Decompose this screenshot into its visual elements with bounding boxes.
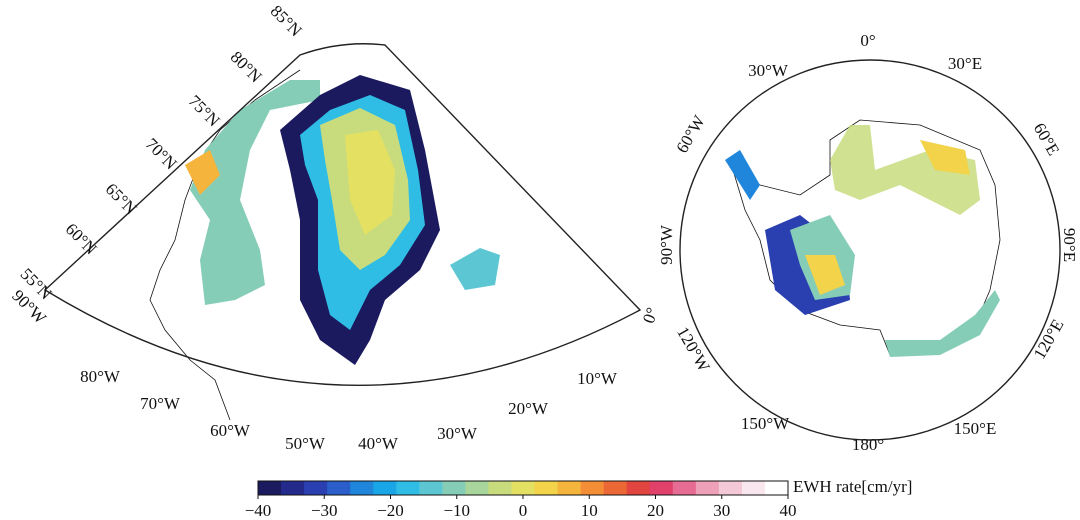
colorbar-segment bbox=[419, 481, 443, 495]
colorbar-segment bbox=[672, 481, 697, 495]
coastline bbox=[149, 69, 301, 421]
colorbar-segment bbox=[764, 481, 789, 495]
colorbar-segment bbox=[603, 481, 628, 495]
graticule-labels: 85°N80°N75°N70°N65°N60°N55°N90°W80°W70°W… bbox=[8, 1, 1079, 454]
lat-label: 70°N bbox=[142, 134, 181, 173]
colorbar-segment bbox=[465, 481, 489, 495]
lat-label: 65°N bbox=[102, 179, 141, 218]
lon-label: 30°E bbox=[948, 54, 982, 73]
greenland-core bbox=[345, 130, 395, 235]
colorbar-label: EWH rate[cm/yr] bbox=[793, 477, 912, 496]
lon-label: 90°W bbox=[657, 224, 676, 265]
lat-label: 80°N bbox=[227, 47, 266, 86]
colorbar-tick-label: −20 bbox=[377, 501, 404, 520]
lon-label: 20°W bbox=[508, 399, 549, 418]
colorbar-segment bbox=[488, 481, 512, 495]
lon-label: 60°W bbox=[672, 111, 709, 156]
lon-label: 0° bbox=[639, 305, 662, 326]
colorbar-tick-label: −40 bbox=[245, 501, 272, 520]
lon-label: 150°E bbox=[954, 419, 997, 438]
colorbar-segment bbox=[626, 481, 651, 495]
lon-label: 60°W bbox=[210, 421, 251, 440]
colorbar-segment bbox=[695, 481, 720, 495]
colorbar-tick-label: 10 bbox=[581, 501, 598, 520]
colorbar-segment bbox=[304, 481, 328, 495]
colorbar-segment bbox=[350, 481, 374, 495]
colorbar-tick-label: −30 bbox=[311, 501, 338, 520]
colorbar-segment bbox=[649, 481, 674, 495]
colorbar-segment bbox=[580, 481, 605, 495]
lon-label: 150°W bbox=[741, 414, 790, 433]
antarctic-peninsula bbox=[725, 150, 760, 200]
colorbar-segment bbox=[327, 481, 351, 495]
lon-label: 40°W bbox=[358, 434, 399, 453]
colorbar-segment bbox=[258, 481, 282, 495]
lon-label: 30°W bbox=[748, 61, 789, 80]
colorbar-tick-label: 20 bbox=[647, 501, 664, 520]
antarctica-east-field bbox=[830, 125, 980, 215]
west-warm-patch bbox=[185, 150, 220, 195]
lon-label: 90°E bbox=[1060, 228, 1079, 262]
west-data-field bbox=[190, 80, 320, 305]
colorbar: −40 −30 −20 −10 0 10 20 30 40 EWH rate[cm/yr] bbox=[245, 477, 913, 520]
lat-label: 75°N bbox=[185, 91, 224, 130]
lon-label: 50°W bbox=[285, 434, 326, 453]
colorbar-tick-label: 40 bbox=[780, 501, 797, 520]
colorbar-segment bbox=[557, 481, 582, 495]
iceland bbox=[450, 248, 500, 290]
antarctica-panel bbox=[679, 59, 1061, 441]
colorbar-tick-label: 0 bbox=[519, 501, 528, 520]
lon-label: 80°W bbox=[80, 367, 121, 386]
colorbar-segment bbox=[396, 481, 420, 495]
lat-label: 60°N bbox=[62, 219, 101, 258]
lon-label: 30°W bbox=[437, 424, 478, 443]
antarctica-warm bbox=[920, 140, 970, 175]
lon-label: 60°E bbox=[1030, 120, 1064, 159]
lon-label: 120°E bbox=[1030, 316, 1068, 362]
colorbar-segment bbox=[373, 481, 397, 495]
polar-circle bbox=[679, 59, 1061, 441]
lat-label: 85°N bbox=[267, 1, 306, 40]
lon-label: 0° bbox=[860, 31, 875, 50]
colorbar-segment bbox=[718, 481, 743, 495]
colorbar-segment bbox=[511, 481, 536, 495]
antarctica-west-core bbox=[805, 255, 845, 295]
colorbar-segment bbox=[442, 481, 466, 495]
lon-label: 10°W bbox=[577, 369, 618, 388]
colorbar-segment bbox=[741, 481, 766, 495]
lon-label: 70°W bbox=[140, 394, 181, 413]
sector-outline bbox=[43, 43, 642, 386]
colorbar-segment bbox=[534, 481, 559, 495]
antarctica-coast-band bbox=[885, 290, 1000, 357]
colorbar-segment bbox=[281, 481, 305, 495]
colorbar-tick-label: −10 bbox=[443, 501, 470, 520]
colorbar-tick-label: 30 bbox=[713, 501, 730, 520]
lon-label: 180° bbox=[852, 435, 884, 454]
greenland-panel bbox=[43, 43, 642, 421]
